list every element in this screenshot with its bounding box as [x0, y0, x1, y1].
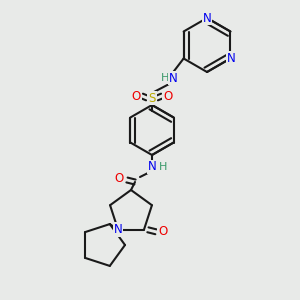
Text: H: H: [159, 162, 167, 172]
Text: H: H: [161, 73, 169, 83]
Text: O: O: [131, 89, 141, 103]
Text: O: O: [114, 172, 124, 184]
Text: S: S: [148, 92, 156, 104]
Text: N: N: [169, 71, 177, 85]
Text: O: O: [164, 89, 172, 103]
Text: N: N: [148, 160, 156, 173]
Text: N: N: [227, 52, 236, 65]
Text: O: O: [158, 225, 168, 238]
Text: N: N: [202, 11, 211, 25]
Text: N: N: [114, 223, 122, 236]
